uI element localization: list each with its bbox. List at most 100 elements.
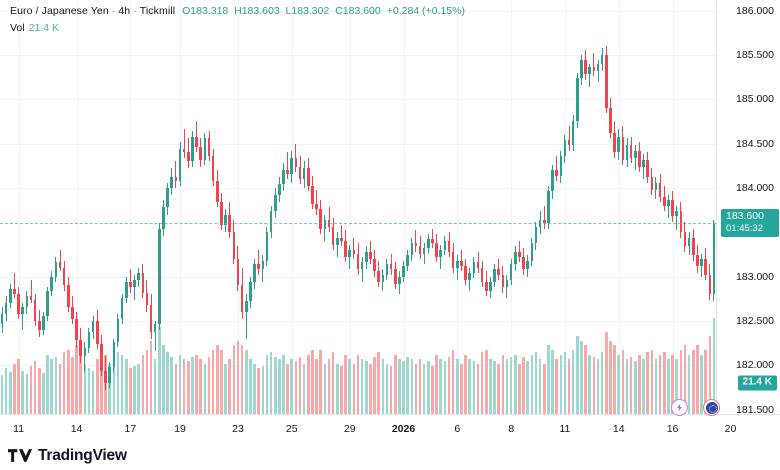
lightning-bolt-icon[interactable]	[671, 399, 688, 416]
tradingview-mark-icon	[8, 449, 32, 462]
price-axis-label: 184.500	[736, 137, 774, 150]
volume-bar	[29, 366, 33, 414]
volume-bar	[294, 361, 298, 414]
candle-body	[261, 260, 265, 270]
exchange-label[interactable]: Tickmill	[139, 5, 176, 17]
gridline-vertical	[511, 0, 513, 414]
tradingview-logo[interactable]: TradingView	[8, 447, 127, 465]
volume-bar	[224, 363, 227, 414]
volume-bar	[634, 361, 637, 414]
eurozone-flag-icon[interactable]	[703, 399, 720, 416]
volume-bar	[696, 345, 699, 414]
volume-bar	[700, 354, 703, 414]
volume-bar	[38, 368, 41, 414]
volume-bar	[340, 366, 343, 414]
candle-body	[356, 253, 360, 270]
candle-body	[410, 242, 414, 256]
volume-bar	[691, 350, 695, 414]
volume-bar	[25, 374, 29, 414]
volume-bar	[654, 359, 658, 414]
volume-badge[interactable]: 21.4 K	[737, 375, 777, 391]
gridline-horizontal	[0, 54, 716, 56]
candle-body	[658, 182, 662, 197]
price-axis-label: 181.500	[736, 403, 774, 416]
candle-body	[174, 177, 178, 181]
volume-bar	[42, 372, 45, 414]
price-axis[interactable]: 186.000 185.500 185.000 184.500 184.000 183.0…	[716, 0, 780, 416]
candle-body	[290, 157, 294, 174]
volume-bar	[621, 350, 625, 414]
price-axis-label: 182.000	[736, 359, 774, 372]
tradingview-wordmark: TradingView	[38, 446, 127, 464]
candle-body	[708, 274, 712, 295]
candle-body	[216, 180, 219, 203]
volume-bar	[323, 363, 327, 414]
volume-bar	[468, 359, 472, 414]
volume-bar	[0, 375, 4, 414]
candle-wick	[543, 205, 545, 229]
time-axis-label: 2026	[391, 423, 416, 435]
volume-bar	[327, 359, 331, 414]
candle-body	[447, 241, 451, 252]
volume-bar	[348, 359, 351, 414]
volume-bar	[282, 354, 285, 414]
candle-body	[476, 262, 480, 268]
candle-body	[679, 210, 683, 233]
volume-bar	[244, 350, 248, 414]
volume-bar	[530, 354, 534, 414]
interval-label[interactable]: 4h	[118, 5, 131, 17]
volume-bar	[393, 354, 397, 414]
candle-body	[704, 258, 707, 275]
candle-body	[485, 281, 488, 291]
volume-bar	[307, 354, 310, 414]
candle-body	[646, 159, 649, 178]
volume-bar	[336, 363, 339, 414]
volume-bar	[642, 359, 645, 414]
time-axis[interactable]: 11 14 17 19 23 25 29 2026 6 8 11 14 16 20	[0, 399, 780, 441]
volume-bar	[551, 350, 554, 414]
candle-body	[340, 237, 343, 242]
gridline-vertical	[76, 0, 78, 414]
candle-body	[373, 258, 376, 272]
candle-body	[133, 280, 136, 288]
candle-wick	[589, 63, 591, 87]
candle-body	[83, 347, 87, 357]
candle-body	[199, 147, 202, 160]
volume-bar	[315, 359, 318, 414]
volume-bar	[418, 359, 422, 414]
volume-bar	[352, 363, 356, 414]
volume-bar	[95, 359, 99, 414]
chart-legend: Euro / Japanese Yen · 4h · Tickmill O183…	[10, 4, 465, 36]
volume-bar	[356, 354, 360, 414]
candle-wick	[431, 228, 433, 249]
volume-bar	[464, 354, 467, 414]
candle-body	[563, 140, 567, 157]
volume-bar	[166, 352, 169, 414]
candle-body	[257, 264, 260, 270]
bar-countdown: 01:45:32	[726, 223, 763, 235]
volume-bar	[62, 352, 66, 414]
volume-bar	[108, 363, 111, 414]
symbol-name[interactable]: Euro / Japanese Yen	[10, 5, 109, 17]
candle-body	[224, 214, 227, 226]
volume-bar	[402, 361, 405, 414]
candle-body	[253, 264, 256, 282]
chart-plot-area[interactable]	[0, 0, 716, 414]
candle-body	[567, 140, 571, 146]
volume-bar	[236, 340, 240, 414]
volume-bar	[4, 368, 8, 414]
candle-body	[319, 209, 323, 229]
candle-body	[195, 136, 198, 148]
volume-bar	[584, 345, 587, 414]
volume-bar	[100, 350, 103, 414]
price-axis-label: 184.000	[736, 181, 774, 194]
gridline-vertical	[291, 0, 293, 414]
candle-body	[642, 159, 645, 167]
current-price-badge[interactable]: 183.600 01:45:32	[721, 209, 779, 238]
volume-bar	[505, 359, 509, 414]
volume-bar	[571, 350, 575, 414]
gridline-vertical	[180, 0, 182, 414]
volume-bar	[331, 352, 335, 414]
price-axis-label: 185.500	[736, 48, 774, 61]
